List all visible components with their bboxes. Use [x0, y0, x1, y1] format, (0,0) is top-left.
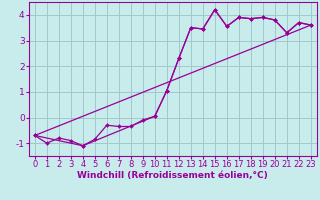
- X-axis label: Windchill (Refroidissement éolien,°C): Windchill (Refroidissement éolien,°C): [77, 171, 268, 180]
